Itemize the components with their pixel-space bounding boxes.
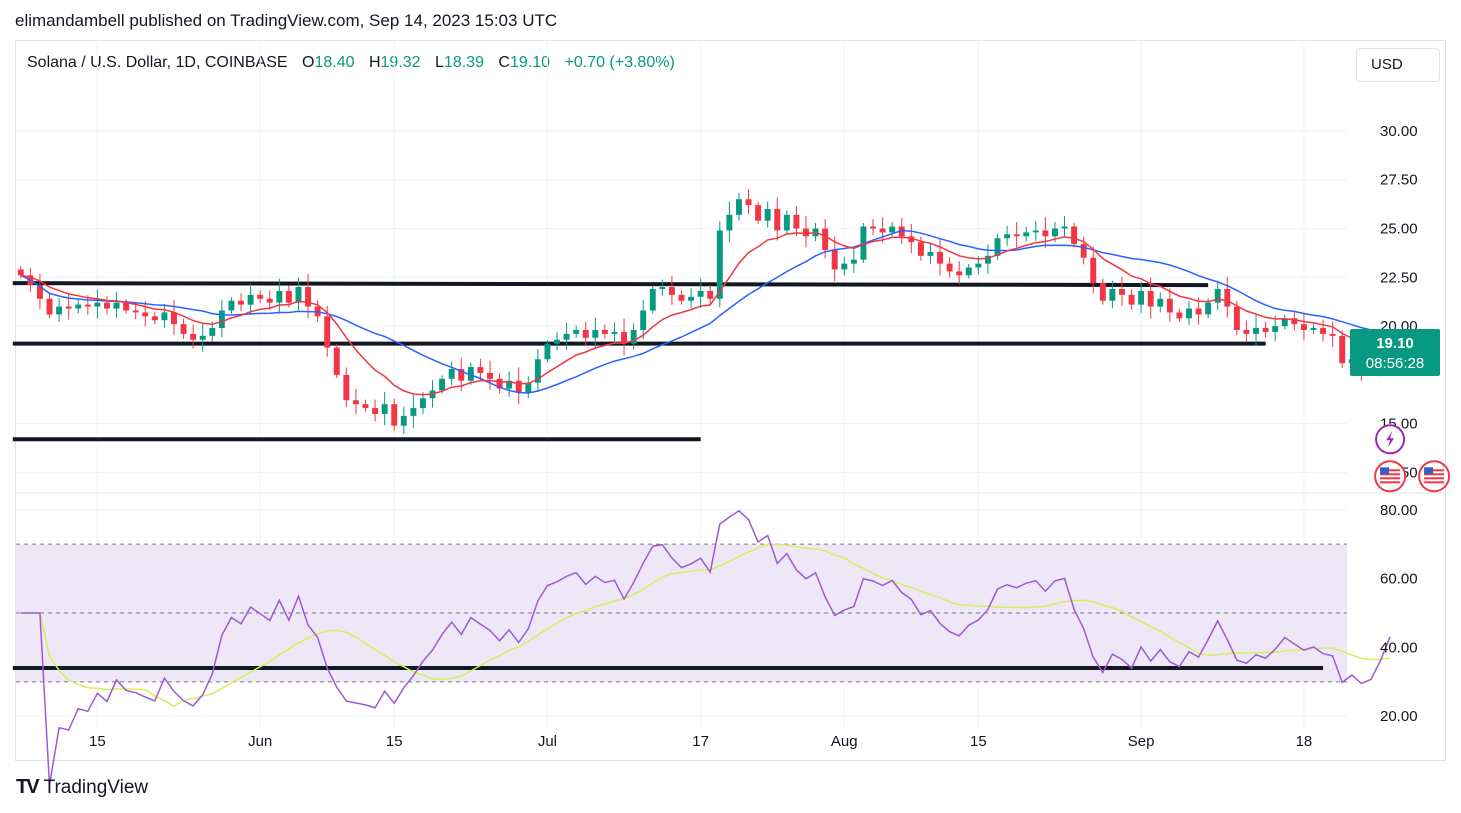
symbol-legend: Solana / U.S. Dollar, 1D, COINBASE O18.4… <box>27 54 675 72</box>
close-label: C <box>498 54 510 71</box>
tradingview-footer: TV TradingView <box>16 776 148 799</box>
open-label: O <box>302 54 315 71</box>
high-value: 19.32 <box>380 54 421 71</box>
publisher-caption: elimandambell published on TradingView.c… <box>15 11 558 30</box>
close-value: 19.10 <box>509 54 551 71</box>
low-label: L <box>435 54 444 71</box>
currency-button[interactable]: USD <box>1356 48 1440 82</box>
chart-frame <box>15 40 1446 761</box>
symbol-name: Solana / U.S. Dollar, 1D, COINBASE <box>27 54 288 71</box>
brand-name: TradingView <box>43 776 149 798</box>
high-label: H <box>368 54 381 71</box>
tradingview-logo: TV <box>16 776 40 798</box>
change-value: +0.70 (+3.80%) <box>564 54 675 71</box>
low-value: 18.39 <box>443 54 484 71</box>
open-value: 18.40 <box>314 54 355 71</box>
